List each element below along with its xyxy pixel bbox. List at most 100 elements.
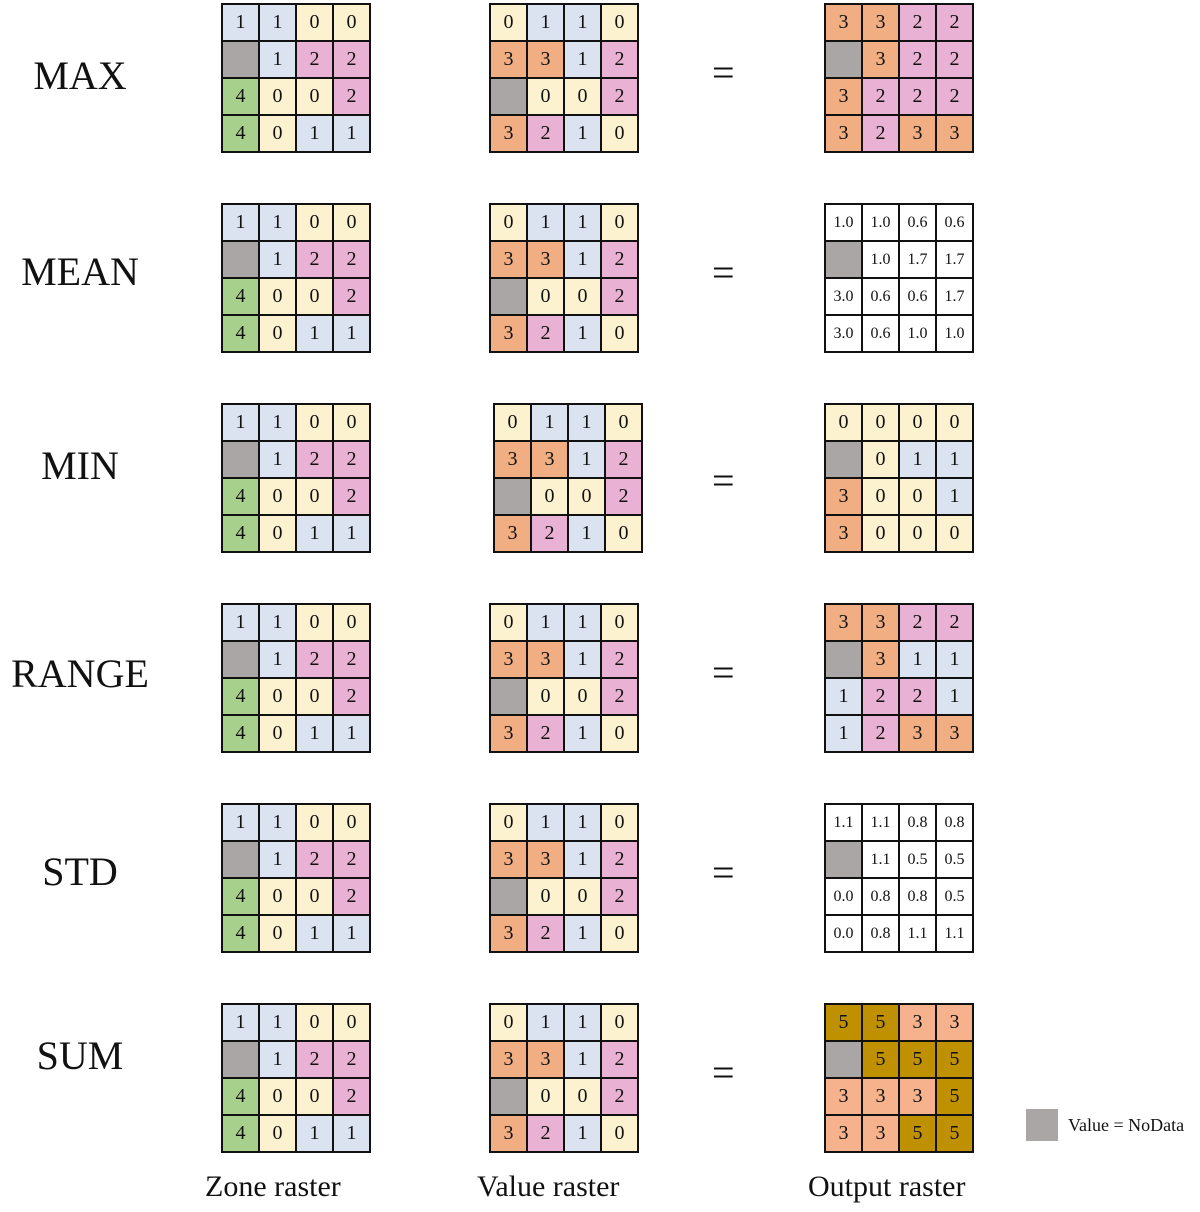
raster-cell: 2 <box>334 79 369 114</box>
raster-cell: 0 <box>532 479 567 514</box>
raster-cell: 0.5 <box>900 842 935 877</box>
raster-cell: 0 <box>334 805 369 840</box>
raster-cell: 0 <box>260 479 295 514</box>
raster-cell: 0 <box>260 116 295 151</box>
raster-cell: 2 <box>602 79 637 114</box>
raster-cell: 5 <box>900 1116 935 1151</box>
raster-cell: 0 <box>260 716 295 751</box>
raster-cell: 0 <box>260 679 295 714</box>
raster-cell: 0 <box>602 605 637 640</box>
raster-cell: 1.7 <box>937 242 972 277</box>
raster-cell: 1.0 <box>863 205 898 240</box>
raster-cell: 4 <box>223 316 258 351</box>
raster-cell: 0 <box>334 405 369 440</box>
nodata-cell <box>491 279 526 314</box>
raster-cell: 0 <box>565 1079 600 1114</box>
raster-cell: 1.0 <box>937 316 972 351</box>
raster-cell: 1.0 <box>863 242 898 277</box>
raster-cell: 3 <box>937 1005 972 1040</box>
raster-cell: 2 <box>602 1079 637 1114</box>
raster-cell: 3 <box>491 316 526 351</box>
raster-cell: 0 <box>602 205 637 240</box>
raster-cell: 0 <box>297 679 332 714</box>
operation-label: SUM <box>36 1033 124 1078</box>
raster-cell: 1 <box>297 916 332 951</box>
nodata-cell <box>491 879 526 914</box>
raster-cell: 3.0 <box>826 316 861 351</box>
raster-cell: 1 <box>334 916 369 951</box>
raster-cell: 0 <box>491 1005 526 1040</box>
equals-sign: = <box>712 1050 735 1095</box>
raster-cell: 2 <box>937 42 972 77</box>
raster-cell: 0 <box>260 916 295 951</box>
raster-cell: 0 <box>565 79 600 114</box>
raster-cell: 5 <box>863 1042 898 1077</box>
raster-cell: 3 <box>826 79 861 114</box>
raster-cell: 3 <box>900 116 935 151</box>
nodata-cell <box>826 42 861 77</box>
raster-cell: 0 <box>297 205 332 240</box>
raster-cell: 4 <box>223 879 258 914</box>
raster-cell: 1 <box>260 242 295 277</box>
raster-cell: 3 <box>532 442 567 477</box>
raster-cell: 2 <box>863 716 898 751</box>
raster-cell: 1 <box>937 442 972 477</box>
raster-cell: 0 <box>297 279 332 314</box>
raster-cell: 0.6 <box>863 279 898 314</box>
nodata-cell <box>223 1042 258 1077</box>
raster-cell: 0 <box>569 479 604 514</box>
raster-cell: 1.7 <box>937 279 972 314</box>
raster-cell: 0 <box>528 279 563 314</box>
raster-cell: 2 <box>528 716 563 751</box>
raster-cell: 1.1 <box>900 916 935 951</box>
raster-cell: 0 <box>491 205 526 240</box>
raster-cell: 1 <box>900 642 935 677</box>
raster-cell: 1 <box>334 516 369 551</box>
raster-cell: 0 <box>297 479 332 514</box>
raster-cell: 2 <box>297 42 332 77</box>
raster-cell: 2 <box>297 642 332 677</box>
raster-cell: 1 <box>260 5 295 40</box>
raster-cell: 0 <box>602 916 637 951</box>
raster-cell: 0 <box>606 405 641 440</box>
raster-cell: 1 <box>565 42 600 77</box>
raster-cell: 1 <box>565 205 600 240</box>
caption-value-raster: Value raster <box>477 1170 620 1203</box>
raster-cell: 5 <box>937 1116 972 1151</box>
raster-cell: 1 <box>937 642 972 677</box>
raster-cell: 0 <box>602 805 637 840</box>
raster-cell: 2 <box>602 242 637 277</box>
raster-cell: 0 <box>334 1005 369 1040</box>
raster-cell: 3 <box>528 242 563 277</box>
raster-cell: 3 <box>528 42 563 77</box>
raster-cell: 5 <box>937 1079 972 1114</box>
raster-cell: 1 <box>260 805 295 840</box>
raster-cell: 3 <box>863 42 898 77</box>
raster-cell: 4 <box>223 116 258 151</box>
raster-cell: 0 <box>606 516 641 551</box>
caption-zone-raster: Zone raster <box>205 1170 341 1203</box>
raster-cell: 1 <box>937 479 972 514</box>
operation-label: MIN <box>41 443 119 488</box>
raster-cell: 0 <box>297 1079 332 1114</box>
raster-cell: 1 <box>569 405 604 440</box>
raster-cell: 2 <box>297 842 332 877</box>
raster-cell: 2 <box>297 442 332 477</box>
raster-cell: 2 <box>334 42 369 77</box>
raster-cell: 1 <box>565 5 600 40</box>
raster-cell: 3 <box>826 5 861 40</box>
equals-sign: = <box>712 650 735 695</box>
raster-cell: 3 <box>826 479 861 514</box>
raster-cell: 3 <box>937 116 972 151</box>
raster-cell: 0.8 <box>863 879 898 914</box>
raster-cell: 0.8 <box>937 805 972 840</box>
raster-cell: 3 <box>528 1042 563 1077</box>
raster-cell: 2 <box>937 605 972 640</box>
legend: Value = NoData <box>1026 1109 1184 1141</box>
raster-cell: 1 <box>260 405 295 440</box>
raster-cell: 3.0 <box>826 279 861 314</box>
